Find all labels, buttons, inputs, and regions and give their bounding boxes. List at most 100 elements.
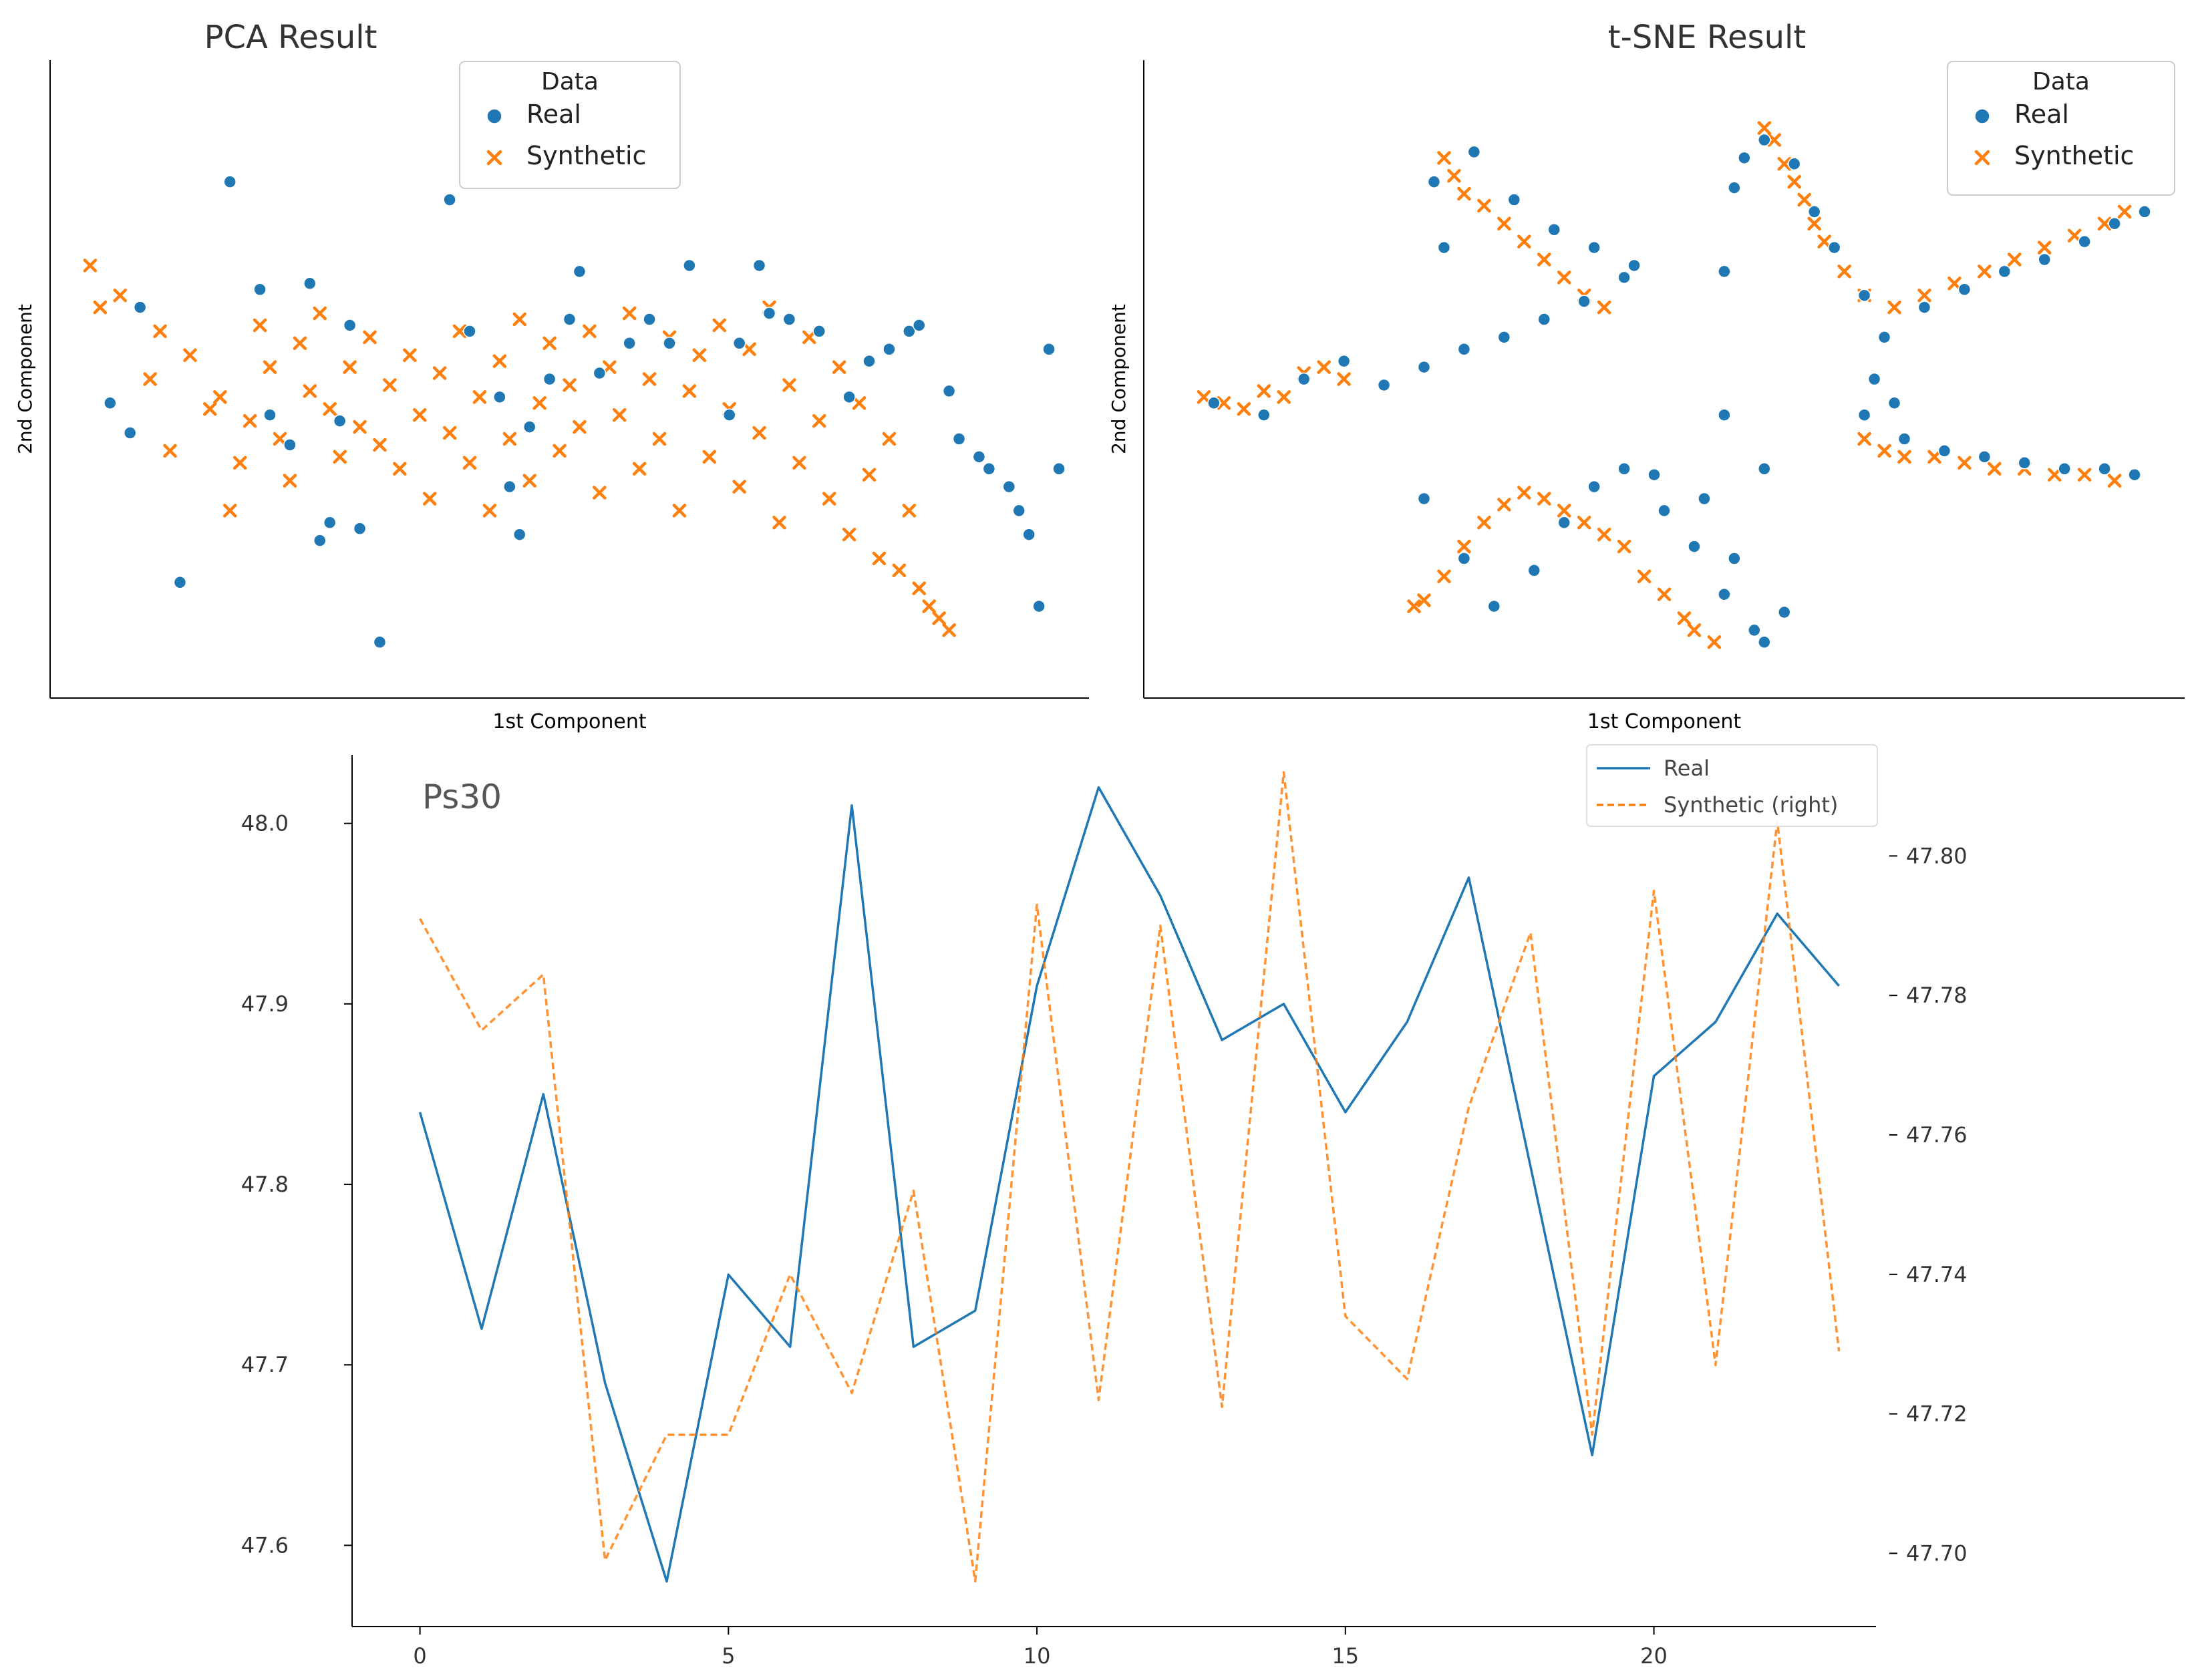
synthetic-point <box>1787 174 1801 189</box>
synthetic-point <box>1887 300 1901 315</box>
synthetic-point <box>253 318 267 333</box>
synthetic-point <box>2037 240 2052 255</box>
y2-tick-label: 47.72 <box>1906 1401 1968 1427</box>
real-point <box>842 390 856 404</box>
synthetic-point <box>902 504 917 518</box>
legend-label-real: Real <box>526 100 581 129</box>
real-point <box>1827 240 1841 255</box>
real-point <box>1257 408 1271 422</box>
synthetic-point <box>1257 384 1271 398</box>
y2-tick-label: 47.70 <box>1906 1540 1968 1566</box>
real-point <box>1587 480 1601 494</box>
series-synthetic <box>83 259 956 637</box>
real-point <box>1507 193 1521 206</box>
synthetic-point <box>183 348 197 362</box>
real-point <box>593 366 607 380</box>
real-point <box>503 480 516 494</box>
real-point <box>1978 450 1992 464</box>
synthetic-point <box>862 468 877 482</box>
real-point <box>2018 456 2032 470</box>
synthetic-point <box>1407 599 1421 613</box>
real-point <box>942 384 956 398</box>
real-point <box>1758 133 1771 147</box>
synthetic-point <box>1897 450 1911 464</box>
legend-marker-real <box>486 108 502 124</box>
real-point <box>343 319 357 332</box>
real-point <box>952 432 966 446</box>
synthetic-point <box>1457 186 1471 201</box>
legend-label-synthetic: Synthetic <box>2014 141 2134 170</box>
synthetic-point <box>792 456 806 470</box>
synthetic-point <box>343 360 357 374</box>
x-tick-label: 0 <box>413 1643 426 1669</box>
real-point <box>1728 552 1741 565</box>
y-axis-label: 2nd Component <box>1108 304 1130 454</box>
synthetic-point <box>1537 253 1551 267</box>
y2-tick-label: 47.74 <box>1906 1262 1968 1287</box>
synthetic-point <box>922 599 936 613</box>
synthetic-point <box>472 390 487 404</box>
real-point <box>522 420 536 434</box>
scatter-panel-2: t-SNE Result 1st Component 2nd Component Da… <box>1108 19 2185 733</box>
real-point <box>1012 504 1026 518</box>
real-point <box>752 259 766 273</box>
real-point <box>443 193 456 206</box>
synthetic-point <box>682 384 697 398</box>
real-point <box>972 450 986 464</box>
synthetic-point <box>243 413 257 428</box>
real-point <box>1807 205 1821 218</box>
synthetic-point <box>1437 569 1451 584</box>
real-point <box>1537 313 1551 326</box>
legend-label: Synthetic (right) <box>1664 792 1838 818</box>
real-point <box>1887 396 1901 410</box>
synthetic-point <box>672 504 687 518</box>
real-point <box>1337 354 1351 368</box>
real-point <box>253 283 267 296</box>
real-point <box>323 516 337 530</box>
real-point <box>1002 480 1016 494</box>
synthetic-point <box>742 342 756 356</box>
synthetic-point <box>1757 121 1772 135</box>
synthetic-point <box>542 336 557 351</box>
real-point <box>812 325 826 338</box>
real-point <box>1877 331 1891 344</box>
synthetic-point <box>422 492 437 506</box>
real-point <box>1577 295 1591 308</box>
synthetic-point <box>1637 569 1652 584</box>
legend: Data Real Synthetic <box>1947 61 2175 196</box>
synthetic-point <box>93 300 108 315</box>
synthetic-point <box>702 450 717 464</box>
synthetic-point <box>892 563 907 578</box>
synthetic-point <box>692 348 707 362</box>
synthetic-point <box>283 474 297 488</box>
series-line-real <box>418 786 1840 1583</box>
synthetic-point <box>583 324 597 339</box>
synthetic-point <box>492 354 507 368</box>
synthetic-point <box>652 432 667 446</box>
chart-title: PCA Result <box>204 19 377 56</box>
legend-title: Data <box>2032 68 2090 96</box>
synthetic-point <box>482 504 497 518</box>
real-point <box>1497 331 1511 344</box>
real-point <box>722 408 736 422</box>
real-point <box>223 175 237 188</box>
synthetic-point <box>2047 468 2062 482</box>
synthetic-point <box>1577 516 1591 530</box>
legend-marker-synthetic <box>1974 150 1990 166</box>
synthetic-point <box>812 413 826 428</box>
synthetic-point <box>832 360 846 374</box>
y-tick-label: 47.7 <box>241 1352 289 1377</box>
synthetic-point <box>1707 635 1722 649</box>
real-point <box>1467 145 1481 159</box>
real-point <box>1417 360 1431 374</box>
real-point <box>123 426 137 440</box>
real-point <box>623 337 636 350</box>
real-point <box>2108 217 2121 230</box>
synthetic-point <box>2008 253 2022 267</box>
synthetic-point <box>442 426 457 440</box>
synthetic-point <box>1557 271 1571 285</box>
synthetic-point <box>1517 486 1531 500</box>
real-point <box>982 462 996 476</box>
synthetic-point <box>842 527 856 542</box>
legend: Data Real Synthetic <box>459 61 681 189</box>
